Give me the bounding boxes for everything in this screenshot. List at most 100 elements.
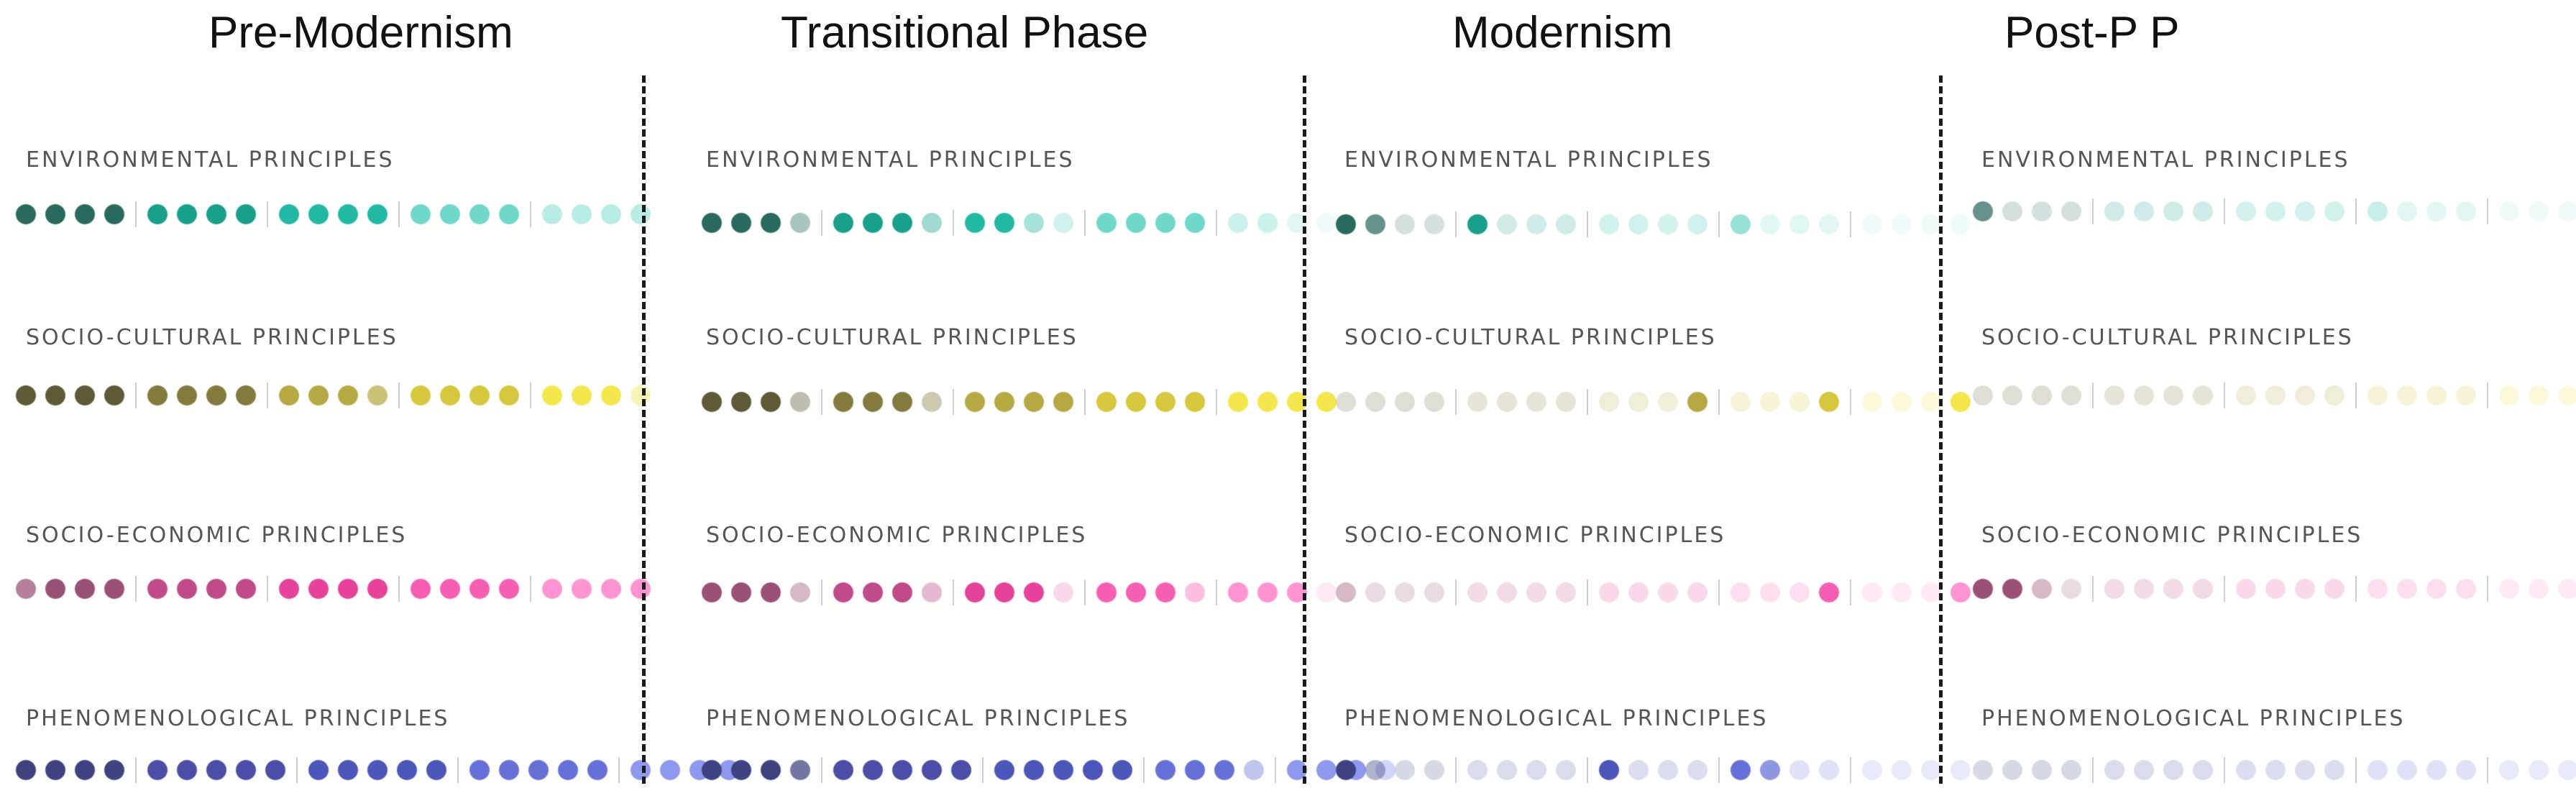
principle-dot bbox=[1658, 760, 1678, 780]
principle-dot bbox=[1336, 214, 1356, 234]
principle-dot bbox=[1951, 760, 1971, 780]
principle-dot bbox=[469, 385, 490, 406]
principle-dot bbox=[16, 760, 36, 780]
principle-dot bbox=[1395, 582, 1415, 603]
section-label-socio-economic: SOCIO-ECONOMIC PRINCIPLES bbox=[1981, 523, 2363, 548]
principle-dot bbox=[2163, 201, 2183, 221]
principle-dot bbox=[922, 760, 942, 780]
principle-dot bbox=[833, 392, 853, 412]
group-separator bbox=[1455, 757, 1457, 783]
principle-dot bbox=[397, 760, 417, 780]
principle-dot bbox=[440, 579, 460, 599]
principle-dot bbox=[1921, 582, 1941, 603]
group-separator bbox=[953, 580, 954, 605]
group-separator bbox=[2487, 383, 2488, 408]
principle-dot bbox=[236, 385, 256, 406]
principle-dot bbox=[1921, 760, 1941, 780]
principle-dot bbox=[1365, 392, 1385, 412]
column-title: Modernism bbox=[1452, 8, 1673, 58]
principle-dot bbox=[2397, 201, 2417, 221]
principle-dot bbox=[2499, 760, 2519, 780]
group-separator bbox=[1084, 389, 1086, 415]
principle-dot bbox=[104, 385, 124, 406]
group-separator bbox=[1718, 389, 1720, 415]
principle-dot bbox=[279, 579, 299, 599]
principle-dot bbox=[1526, 392, 1546, 412]
principle-dot bbox=[1185, 392, 1205, 412]
principle-dot bbox=[469, 760, 490, 780]
group-separator bbox=[267, 383, 268, 408]
group-separator bbox=[1850, 580, 1851, 605]
group-separator bbox=[953, 210, 954, 236]
principle-dot bbox=[863, 582, 883, 603]
group-separator bbox=[1587, 580, 1588, 605]
principle-dot bbox=[236, 579, 256, 599]
principle-dot bbox=[75, 760, 95, 780]
principle-dot bbox=[790, 582, 810, 603]
principle-dot bbox=[1819, 582, 1839, 603]
principle-dot bbox=[994, 213, 1014, 233]
section-label-environmental: ENVIRONMENTAL PRINCIPLES bbox=[706, 147, 1075, 173]
principle-dot bbox=[45, 579, 65, 599]
principle-dot bbox=[499, 385, 519, 406]
principle-dot bbox=[2104, 579, 2124, 599]
principle-dot bbox=[1599, 760, 1619, 780]
principle-dot bbox=[1228, 582, 1248, 603]
column-title: Post-P P bbox=[2004, 8, 2180, 58]
section-label-phenomenological: PHENOMENOLOGICAL PRINCIPLES bbox=[1981, 706, 2406, 731]
principle-dot bbox=[863, 392, 883, 412]
principle-dot bbox=[2104, 201, 2124, 221]
principle-dot bbox=[338, 204, 358, 224]
principle-dot bbox=[1892, 392, 1912, 412]
principle-dot bbox=[236, 204, 256, 224]
principle-dot bbox=[1257, 392, 1278, 412]
principle-dot bbox=[2295, 201, 2315, 221]
group-separator bbox=[2224, 198, 2225, 224]
principle-dot bbox=[367, 385, 388, 406]
principle-dot bbox=[367, 579, 388, 599]
principle-dot bbox=[2061, 385, 2081, 406]
principle-dot bbox=[147, 204, 168, 224]
principle-dot bbox=[2236, 201, 2256, 221]
principle-dot bbox=[1789, 392, 1810, 412]
column-divider bbox=[642, 75, 646, 784]
principle-dot bbox=[1497, 760, 1517, 780]
principle-dot bbox=[469, 579, 490, 599]
principle-dot bbox=[1424, 392, 1444, 412]
principle-dot bbox=[994, 760, 1014, 780]
group-separator bbox=[2487, 198, 2488, 224]
group-separator bbox=[135, 576, 137, 602]
principle-dot bbox=[601, 385, 621, 406]
group-separator bbox=[1850, 211, 1851, 237]
principle-dot bbox=[2104, 760, 2124, 780]
column-pre-modernism: Pre-Modernism ENVIRONMENTAL PRINCIPLES S… bbox=[0, 0, 739, 806]
principle-dot bbox=[75, 204, 95, 224]
principle-dot bbox=[411, 204, 431, 224]
principle-dot bbox=[2193, 385, 2213, 406]
principle-dot bbox=[761, 760, 781, 780]
principle-dot bbox=[1760, 582, 1780, 603]
principle-dot bbox=[1336, 392, 1356, 412]
principle-dot bbox=[279, 385, 299, 406]
section-label-phenomenological: PHENOMENOLOGICAL PRINCIPLES bbox=[26, 706, 450, 731]
principle-dot bbox=[2002, 385, 2022, 406]
principle-dot bbox=[631, 760, 651, 780]
principle-dot bbox=[951, 760, 971, 780]
principle-dot bbox=[1336, 582, 1356, 603]
principle-dot bbox=[45, 385, 65, 406]
principle-dot bbox=[2265, 579, 2286, 599]
principle-dot bbox=[922, 392, 942, 412]
principle-dot bbox=[1126, 582, 1146, 603]
principle-dot bbox=[1760, 214, 1780, 234]
principle-dot bbox=[1316, 213, 1337, 233]
group-separator bbox=[267, 576, 268, 602]
principle-dot bbox=[2295, 760, 2315, 780]
principle-dot bbox=[1599, 392, 1619, 412]
section-label-socio-economic: SOCIO-ECONOMIC PRINCIPLES bbox=[706, 523, 1088, 548]
principle-dot bbox=[572, 579, 592, 599]
principle-dot bbox=[2061, 201, 2081, 221]
principle-dot bbox=[1628, 392, 1649, 412]
principle-dot bbox=[1731, 392, 1751, 412]
principle-dot bbox=[1497, 582, 1517, 603]
principle-dot bbox=[965, 582, 985, 603]
